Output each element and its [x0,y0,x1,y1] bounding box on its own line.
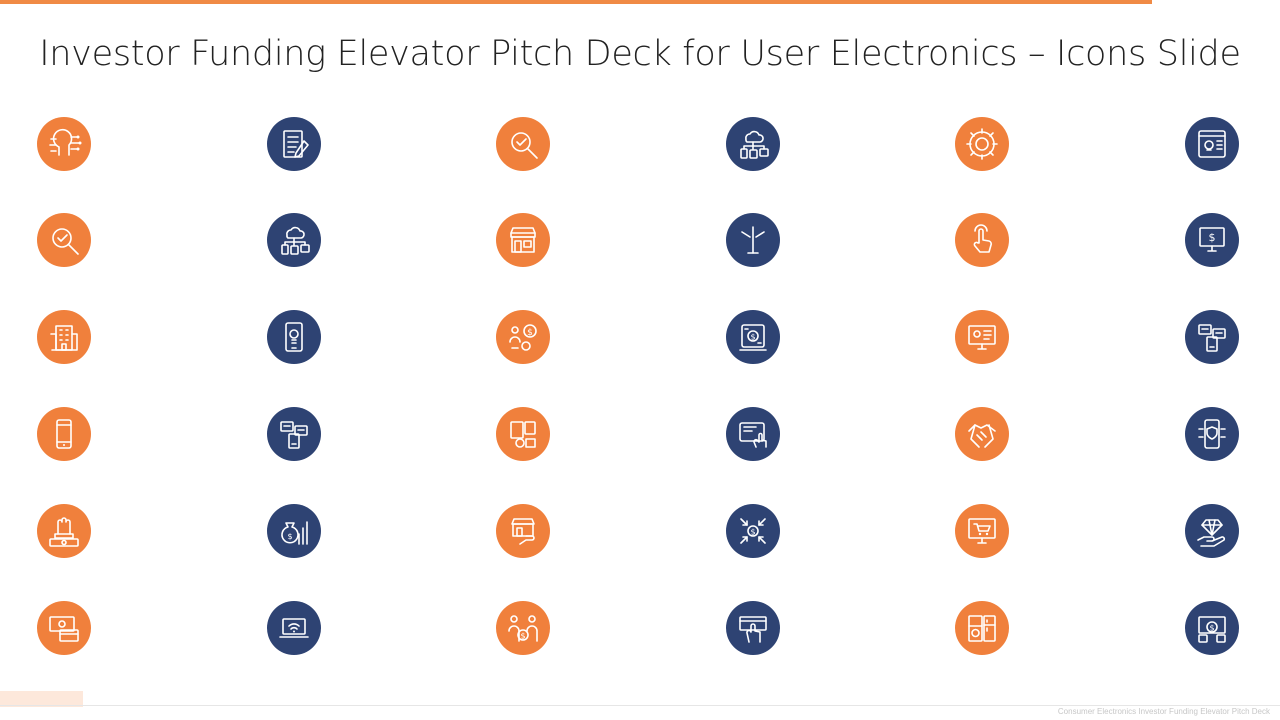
footer-text: Consumer Electronics Investor Funding El… [1057,707,1270,716]
handshake-icon [955,407,1009,461]
office-building-icon [37,310,91,364]
monitor-cart-icon [955,504,1009,558]
monitor-dollar-icon: $ [1185,213,1239,267]
devices-gear-icon [496,407,550,461]
hand-pointer-icon [955,213,1009,267]
tablet-dollar-icon: $ [726,310,780,364]
monitor-bulb-icon [955,310,1009,364]
devices-wifi-icon [267,601,321,655]
checklist-pen-icon [267,117,321,171]
slide-title: Investor Funding Elevator Pitch Deck for… [39,34,1241,74]
svg-text:$: $ [750,333,755,342]
top-accent-bar [0,0,1152,4]
bottom-accent-block [0,691,83,707]
bottom-divider [0,705,1280,706]
svg-text:$: $ [527,328,533,338]
person-gear-dollar-icon: $ [496,310,550,364]
chat-phone-icon [267,407,321,461]
storefront-icon [496,213,550,267]
svg-text:$: $ [750,528,755,537]
svg-text:$: $ [287,532,292,541]
chat-phone-icon [1185,310,1239,364]
smartphone-icon [37,407,91,461]
svg-text:$: $ [1209,624,1214,633]
phone-shield-icon [1185,407,1239,461]
store-hand-icon [496,504,550,558]
money-bag-chart-icon: $ [267,504,321,558]
arrows-dollar-icon: $ [726,504,780,558]
tablet-touch-icon [726,407,780,461]
svg-text:$: $ [520,632,525,641]
hand-money-icon [37,504,91,558]
svg-text:$: $ [1209,231,1216,244]
cash-card-icon [37,601,91,655]
people-dollar-icon: $ [496,601,550,655]
phone-bulb-icon [267,310,321,364]
tablet-bulb-icon [1185,117,1239,171]
gear-globe-icon [955,117,1009,171]
appliances-icon [955,601,1009,655]
cloud-devices-icon [267,213,321,267]
magnifier-check-icon [496,117,550,171]
devices-dollar-icon: $ [1185,601,1239,655]
road-sign-icon [726,213,780,267]
cloud-devices-icon [726,117,780,171]
circuit-head-icon [37,117,91,171]
hand-card-icon [726,601,780,655]
diamond-hand-icon [1185,504,1239,558]
magnifier-check-icon [37,213,91,267]
